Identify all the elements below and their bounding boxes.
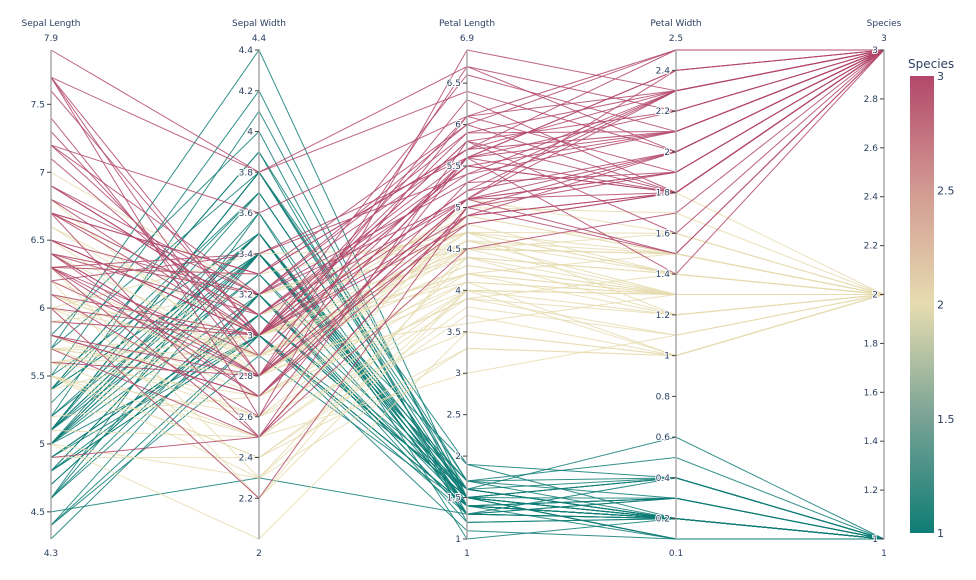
axis-tick-label: 3 <box>455 369 461 379</box>
axis-tick-label: 1.5 <box>447 494 461 504</box>
axis-range-min: 0.1 <box>669 549 683 559</box>
axis-tick-label: 4.4 <box>239 46 254 56</box>
axis-tick-label: 5 <box>39 440 45 450</box>
axis-tick-label: 1.4 <box>656 270 671 280</box>
axis-tick-label: 5 <box>455 203 461 213</box>
axis-tick-label: 1.2 <box>864 486 878 496</box>
axis-range-min: 1 <box>881 549 887 559</box>
axis-tick-label: 1.8 <box>864 339 879 349</box>
colorbar-tick-label: 1 <box>937 527 944 540</box>
axis-tick-label: 1.6 <box>656 229 671 239</box>
colorbar-tick-label: 2 <box>937 299 944 312</box>
axis-tick-label: 2.8 <box>239 372 254 382</box>
axis-range-max: 7.9 <box>44 34 59 44</box>
axis-tick-label: 4.2 <box>239 87 253 97</box>
axis-sepal-width[interactable]: Sepal Width 4.4 2 2.2 2.4 2.6 2.8 3 3.2 3.4 3.6 3.8… <box>232 19 286 559</box>
axis-tick-label: 6 <box>455 121 461 131</box>
axis-tick-label: 4 <box>247 128 253 138</box>
axis-tick-label: 1 <box>872 535 878 545</box>
axis-tick-label: 0.8 <box>656 392 671 402</box>
axis-tick-label: 5.5 <box>447 162 461 172</box>
axis-tick-label: 1 <box>664 352 670 362</box>
axis-tick-label: 2 <box>455 452 461 462</box>
axis-tick-label: 0.2 <box>656 515 670 525</box>
axis-tick-label: 5.5 <box>31 372 45 382</box>
axis-tick-label: 2.5 <box>447 411 461 421</box>
axis-tick-label: 1.8 <box>656 189 671 199</box>
axis-tick-label: 4.5 <box>447 245 461 255</box>
colorbar-tick-label: 2.5 <box>937 184 955 197</box>
axis-range-min: 4.3 <box>44 549 58 559</box>
axis-range-min: 1 <box>464 549 470 559</box>
axis-tick-label: 7.5 <box>31 100 45 110</box>
axis-tick-label: 6 <box>39 304 45 314</box>
axis-tick-label: 3 <box>247 331 253 341</box>
axis-petal-length[interactable]: Petal Length 6.9 11 1.5 2 2.5 3 3.5 4 4.5 5 5.5 6 6.5 <box>439 19 495 559</box>
axis-tick-label: 3.4 <box>239 250 254 260</box>
axis-title[interactable]: Sepal Width <box>232 19 286 29</box>
axis-tick-label: 2 <box>664 148 670 158</box>
axis-tick-label: 6.5 <box>447 79 461 89</box>
axis-tick-label: 2.6 <box>864 144 879 154</box>
axis-tick-label: 1.4 <box>864 437 879 447</box>
axis-tick-label: 2.6 <box>239 413 254 423</box>
colorbar: Species 1 1.5 2 2.5 3 <box>908 57 955 540</box>
axis-title[interactable]: Petal Width <box>650 19 701 29</box>
axis-petal-width[interactable]: Petal Width 2.5 0.1 0.2 0.4 0.6 0.8 1 1.2 1.4 1.6 1… <box>650 19 701 559</box>
axis-title[interactable]: Petal Length <box>439 19 495 29</box>
axis-tick-label: 2.4 <box>656 66 671 76</box>
axis-range-max: 2.5 <box>669 34 683 44</box>
axis-tick-label: 2.8 <box>864 95 879 105</box>
axis-title[interactable]: Species <box>867 19 902 29</box>
axis-tick-label: 0.6 <box>656 433 671 443</box>
axis-tick-label: 1 <box>455 535 461 545</box>
colorbar-gradient <box>910 76 934 533</box>
axis-tick-label: 1.2 <box>656 311 670 321</box>
axis-tick-label: 2.4 <box>864 193 879 203</box>
axis-tick-label: 6.5 <box>31 236 45 246</box>
axis-tick-label: 3 <box>872 46 878 56</box>
axis-range-min: 2 <box>256 549 262 559</box>
axis-title[interactable]: Sepal Length <box>22 19 81 29</box>
axis-species[interactable]: Species 3 11 1.2 1.4 1.6 1.8 2 2.2 2.4 2.6 2.8 3 <box>863 19 902 559</box>
axis-tick-label: 1.6 <box>864 388 879 398</box>
axis-range-max: 6.9 <box>460 34 475 44</box>
axis-tick-label: 3.2 <box>239 291 253 301</box>
colorbar-tick-label: 3 <box>937 70 944 83</box>
axis-tick-label: 2.2 <box>239 494 253 504</box>
axis-tick-label: 2.2 <box>864 242 878 252</box>
axis-sepal-length[interactable]: Sepal Length 7.9 4.3 4.5 5 5.5 6 6.5 7 7.5 <box>22 19 81 559</box>
axis-tick-label: 2.4 <box>239 454 254 464</box>
axis-tick-label: 4.5 <box>31 508 45 518</box>
axis-range-max: 3 <box>881 34 887 44</box>
colorbar-tick-label: 1.5 <box>937 413 955 426</box>
axis-tick-label: 7 <box>39 168 45 178</box>
axis-tick-label: 3.6 <box>239 209 254 219</box>
axis-tick-label: 4 <box>455 286 461 296</box>
axis-tick-label: 2.2 <box>656 107 670 117</box>
axis-range-max: 4.4 <box>252 34 267 44</box>
axis-tick-label: 0.4 <box>656 474 671 484</box>
axes: Sepal Length 7.9 4.3 4.5 5 5.5 6 6.5 7 7.5 Sepal W… <box>22 19 902 559</box>
axis-tick-label: 2 <box>872 291 878 301</box>
axis-tick-label: 3.8 <box>239 168 254 178</box>
axis-tick-label: 3.5 <box>447 328 461 338</box>
colorbar-title: Species <box>908 57 954 71</box>
